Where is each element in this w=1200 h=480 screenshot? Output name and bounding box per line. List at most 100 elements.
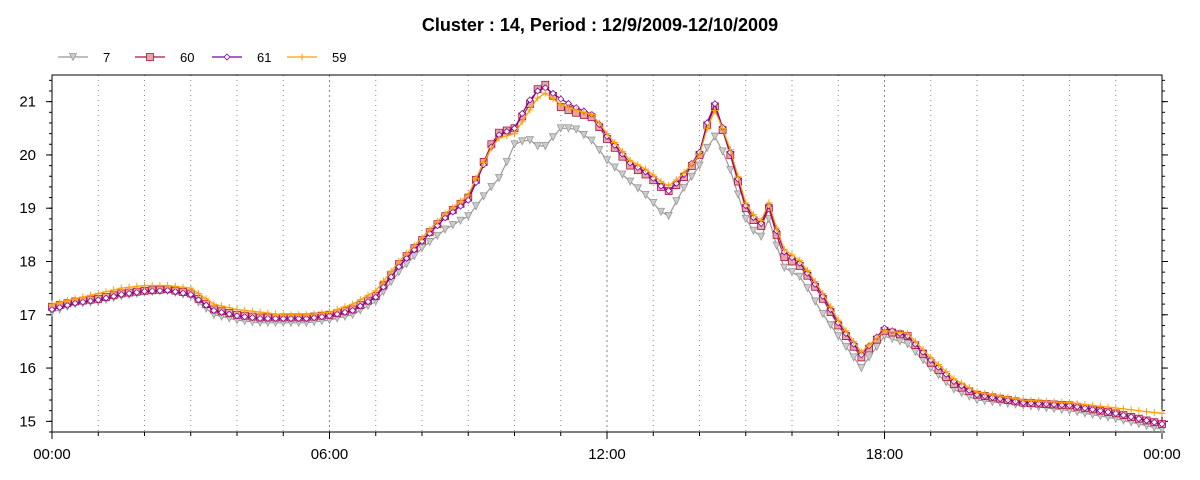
series-point (148, 281, 156, 289)
series-point (904, 329, 912, 337)
series-point (387, 273, 395, 281)
series-point (534, 87, 542, 95)
series-point (796, 256, 804, 264)
series-point (225, 310, 233, 318)
series-point (1112, 404, 1120, 412)
series-point (572, 106, 580, 114)
series-point (110, 286, 118, 294)
series-point (426, 226, 434, 234)
series-point (1058, 398, 1066, 406)
series-point (349, 300, 357, 308)
series-point (896, 329, 904, 337)
series-point (665, 187, 673, 195)
series-point (857, 364, 866, 373)
series-point (626, 156, 634, 164)
series-point (179, 283, 187, 291)
series-point (942, 368, 950, 376)
series-point (448, 221, 457, 230)
series-point (356, 302, 364, 310)
series-point (711, 107, 719, 115)
series-point (349, 306, 357, 315)
series-point (911, 337, 919, 345)
series-point (295, 314, 303, 323)
series-point (310, 310, 318, 318)
series-point (117, 290, 125, 299)
series-point (441, 214, 449, 222)
series-point (125, 283, 133, 291)
series-point (433, 231, 442, 241)
series-point (919, 345, 927, 353)
series-point (287, 314, 295, 323)
series-point (79, 293, 87, 301)
series-point (1027, 396, 1035, 404)
series-point (333, 310, 341, 318)
series-point (810, 297, 820, 306)
series-point (757, 217, 765, 225)
series-point (395, 263, 403, 271)
series-point (672, 176, 680, 184)
series-point (479, 192, 488, 201)
series-point (827, 303, 835, 311)
series-point (564, 103, 572, 111)
series-point (326, 308, 333, 316)
series-point (533, 142, 542, 151)
series-point (1143, 408, 1151, 416)
series-point (1150, 408, 1158, 416)
x-tick-label: 12:00 (588, 446, 626, 463)
series-point (973, 388, 981, 396)
series-point (56, 298, 64, 306)
legend-item: 60 (135, 50, 194, 65)
series-point (988, 391, 996, 399)
series-point (1112, 409, 1120, 417)
series-point (464, 196, 472, 204)
x-tick-label: 18:00 (866, 446, 904, 463)
series-point (364, 298, 372, 306)
series-point (94, 296, 102, 304)
series-point (125, 289, 133, 298)
series-point (611, 138, 619, 146)
series-point (1089, 405, 1097, 413)
legend-label: 61 (257, 50, 271, 65)
series-point (981, 389, 989, 397)
series-point (164, 281, 172, 289)
plot-frame (51, 74, 1163, 433)
legend-label: 7 (103, 50, 110, 65)
series-point (1096, 407, 1104, 415)
series-point (1081, 404, 1089, 412)
series-point (148, 287, 156, 295)
series-point (1135, 415, 1143, 423)
series-point (464, 212, 473, 221)
series-point (818, 309, 827, 319)
series-point (672, 179, 680, 187)
series-point (587, 136, 596, 145)
series-point (456, 202, 465, 210)
series-point (679, 183, 689, 193)
series-point (1104, 403, 1112, 411)
series-point (541, 142, 550, 151)
series-point (63, 297, 71, 305)
series-point (302, 311, 310, 319)
series-point (556, 124, 565, 133)
series-point (841, 342, 851, 352)
series-point (1089, 401, 1097, 409)
series-point (850, 337, 858, 345)
series-point (857, 348, 865, 356)
series-point (687, 172, 696, 182)
series-point (318, 313, 326, 321)
series-point (187, 284, 195, 292)
series-point (487, 144, 495, 152)
series-point (48, 300, 56, 308)
legend-label: 60 (180, 50, 194, 65)
series-point (803, 284, 812, 293)
series-point (549, 95, 557, 103)
series-point (603, 130, 611, 138)
series-point (449, 208, 457, 216)
series-59 (48, 89, 1166, 417)
series-point (664, 212, 673, 221)
series-point (703, 143, 712, 153)
series-point (749, 226, 758, 236)
series-point (719, 124, 727, 132)
series-point (873, 334, 881, 342)
series-point (403, 254, 411, 262)
series-point (202, 295, 210, 303)
